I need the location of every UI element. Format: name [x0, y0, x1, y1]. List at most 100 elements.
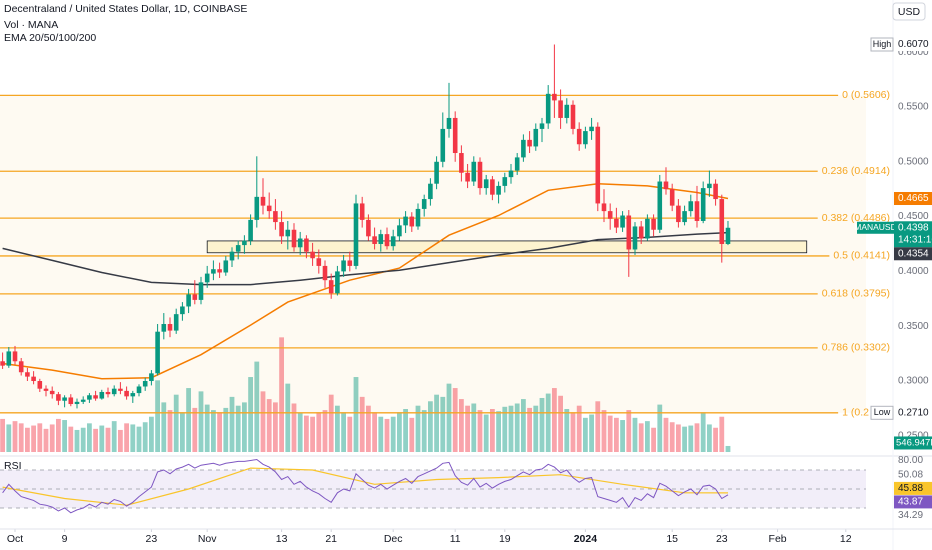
- symbol-tag-box: [857, 221, 894, 234]
- x-tick-label: 23: [716, 533, 728, 545]
- candle-body: [204, 273, 210, 283]
- currency[interactable]: USD: [898, 6, 921, 18]
- candle-body: [521, 139, 526, 158]
- volume-bar: [322, 410, 328, 452]
- currency-box[interactable]: [892, 2, 926, 21]
- volume-bar: [508, 405, 514, 452]
- candle-body: [105, 391, 111, 395]
- volume-bar: [334, 405, 340, 452]
- candle-body: [68, 397, 74, 405]
- volume-bar: [713, 427, 718, 452]
- volume-bar: [576, 405, 582, 452]
- volume-bar: [378, 416, 384, 452]
- volume-bar: [241, 402, 247, 452]
- volume-bar: [682, 426, 687, 452]
- volume-bar: [167, 410, 173, 452]
- volume-bar: [74, 429, 80, 452]
- volume-bar: [514, 403, 520, 452]
- volume-bar: [688, 425, 694, 452]
- ema-tag: 0.4665: [898, 193, 929, 204]
- x-tick-label: 13: [276, 533, 288, 545]
- volume-bar: [607, 415, 613, 452]
- candle-body: [149, 373, 154, 382]
- candle-body: [552, 93, 557, 101]
- candle-body: [124, 390, 129, 397]
- candle-body: [56, 394, 61, 401]
- candle-body: [328, 280, 334, 294]
- candle-body: [452, 117, 458, 154]
- rsi-line: [2, 458, 729, 514]
- candle-body: [49, 390, 55, 395]
- volume-bar: [613, 417, 619, 452]
- candle-body: [440, 128, 446, 162]
- candle-body: [378, 234, 384, 244]
- volume-bar: [148, 416, 154, 452]
- x-tick-label: 11: [450, 533, 461, 545]
- volume-bar: [595, 401, 601, 452]
- fib-label: 0.618 (0.3795): [822, 288, 890, 300]
- candle-body: [161, 324, 167, 332]
- candle-body: [558, 100, 563, 118]
- volume-bar: [657, 404, 663, 452]
- candle-body: [415, 208, 421, 227]
- candle-body: [304, 238, 309, 252]
- rsi-tag-box: [894, 481, 932, 495]
- volume-bar: [68, 426, 74, 452]
- x-tick-label: 2024: [574, 533, 598, 545]
- volume-bar: [6, 424, 12, 452]
- candle-body: [496, 185, 501, 195]
- volume-bar: [396, 412, 402, 452]
- volume-tag-box: [894, 436, 932, 450]
- candle-body: [341, 260, 346, 272]
- fib-label: 0.5 (0.4141): [833, 250, 890, 262]
- candle-body: [25, 372, 30, 377]
- volume-bar: [279, 337, 284, 452]
- x-tick-label: Feb: [769, 533, 787, 545]
- candle-body: [390, 236, 396, 247]
- y-tick-label: 0.6000: [898, 47, 929, 58]
- candle-body: [403, 216, 408, 226]
- volume-bar: [558, 395, 563, 452]
- x-tick-label: 21: [325, 533, 337, 545]
- candle-body: [657, 181, 663, 230]
- volume-bar: [316, 412, 322, 452]
- candle-body: [87, 395, 92, 400]
- chart-title: Decentraland / United States Dollar, 1D,…: [4, 3, 247, 15]
- candle-body: [291, 229, 297, 248]
- volume-bar: [626, 410, 632, 452]
- candle-body: [490, 179, 495, 195]
- candle-body: [694, 201, 700, 221]
- volume-bar: [421, 410, 427, 452]
- candle-body: [446, 117, 452, 129]
- volume-bar: [130, 424, 136, 452]
- volume-bar: [124, 423, 130, 452]
- volume-bar: [545, 393, 551, 452]
- volume-bar: [620, 420, 625, 452]
- zone: [206, 240, 808, 254]
- volume-bar: [564, 409, 570, 452]
- rsi-tick-label: 50.08: [898, 470, 923, 481]
- candle-body: [130, 393, 136, 397]
- candle-body: [211, 269, 216, 274]
- volume-bar: [496, 411, 501, 452]
- volume-bar: [229, 396, 235, 452]
- volume-bar: [105, 427, 111, 452]
- high-tag-box: [870, 37, 894, 52]
- candle-body: [601, 203, 607, 212]
- rsi-title: RSI: [4, 460, 22, 472]
- volume-bar: [589, 414, 594, 452]
- volume-bar: [663, 417, 669, 452]
- candle-body: [533, 128, 539, 147]
- x-tick-label: 23: [146, 533, 158, 545]
- fib-label: 0.382 (0.4486): [822, 212, 890, 224]
- low-tag-box: [870, 405, 894, 420]
- volume-bar: [37, 423, 43, 452]
- volume-bar: [483, 414, 489, 452]
- volume-bar: [43, 428, 49, 452]
- fib-background: [0, 95, 866, 413]
- volume-bar: [80, 427, 86, 452]
- candle-body: [310, 251, 315, 259]
- candle-body: [384, 234, 390, 247]
